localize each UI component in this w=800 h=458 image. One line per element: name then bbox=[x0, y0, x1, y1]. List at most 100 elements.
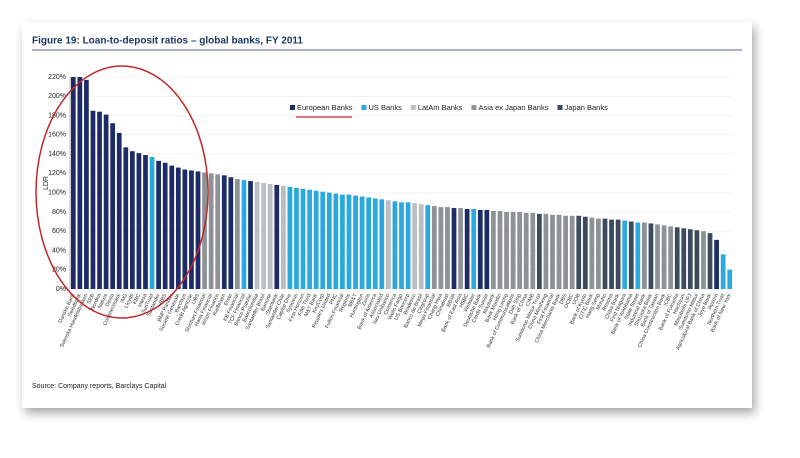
bar bbox=[392, 201, 398, 289]
bar bbox=[287, 186, 293, 289]
bar bbox=[123, 147, 129, 289]
bar bbox=[425, 205, 431, 289]
bar bbox=[701, 231, 706, 289]
y-tick-label: 20% bbox=[52, 267, 66, 274]
x-tick-label: Zions bbox=[361, 293, 372, 308]
bar bbox=[254, 182, 260, 289]
y-tick-label: 160% bbox=[48, 132, 66, 139]
bar bbox=[156, 160, 161, 289]
chart-title: Figure 19: Loan-to-deposit ratios – glob… bbox=[32, 36, 303, 47]
y-tick-label: 100% bbox=[48, 189, 66, 196]
x-tick-label: DBS bbox=[559, 292, 569, 305]
x-tick-label: CIMB bbox=[525, 292, 536, 307]
bar bbox=[77, 77, 83, 289]
legend-label: Japan Banks bbox=[564, 103, 608, 112]
legend-label: European Banks bbox=[297, 103, 353, 112]
y-tick-label: 80% bbox=[52, 209, 66, 216]
bar bbox=[346, 194, 352, 289]
bar bbox=[674, 227, 680, 289]
bar bbox=[622, 220, 628, 289]
bar bbox=[602, 218, 608, 289]
bar bbox=[90, 110, 96, 290]
bar bbox=[241, 180, 247, 289]
x-tick-label: UOB bbox=[572, 292, 582, 305]
x-tick-label: OCBC bbox=[563, 293, 575, 310]
bar bbox=[589, 217, 595, 289]
bar bbox=[129, 151, 135, 289]
bar bbox=[294, 187, 299, 289]
bar bbox=[136, 153, 142, 289]
bar bbox=[720, 254, 726, 289]
x-tick-label: BBVA bbox=[446, 292, 457, 307]
legend-swatch bbox=[557, 105, 563, 110]
bar bbox=[576, 215, 582, 289]
bar bbox=[405, 202, 411, 289]
bar bbox=[661, 225, 667, 289]
bar bbox=[510, 211, 516, 289]
bar bbox=[320, 191, 326, 289]
bar bbox=[372, 198, 378, 289]
legend-swatch bbox=[410, 105, 416, 110]
y-tick-label: 220% bbox=[48, 74, 66, 81]
bar bbox=[248, 181, 253, 289]
legend-swatch bbox=[361, 105, 367, 110]
bar bbox=[326, 192, 332, 289]
x-tick-label: ICBC bbox=[663, 293, 674, 307]
x-tick-label: HSBC bbox=[459, 293, 471, 309]
bar bbox=[70, 77, 76, 289]
bar bbox=[438, 207, 444, 289]
y-tick-label: 40% bbox=[52, 247, 66, 254]
bar bbox=[215, 174, 221, 289]
bar bbox=[523, 212, 529, 289]
x-tick-label: SEB bbox=[86, 292, 96, 305]
x-tick-label: KBC bbox=[132, 293, 142, 306]
bar bbox=[103, 114, 109, 289]
bar bbox=[714, 239, 719, 289]
bar bbox=[195, 171, 201, 289]
bar bbox=[694, 230, 700, 289]
plot: 0% 20% 40% 60% 80% 100% 120% 140% 160% 180% 200% 22… bbox=[48, 74, 733, 351]
y-tick-label: 0% bbox=[56, 286, 66, 293]
bar bbox=[727, 269, 733, 289]
legend-label: US Banks bbox=[368, 103, 402, 112]
bar bbox=[543, 213, 549, 289]
x-tick-label: UBS bbox=[191, 292, 201, 305]
source-note: Source: Company reports, Barclays Capita… bbox=[32, 383, 167, 390]
y-tick-label: 140% bbox=[48, 151, 66, 158]
bar bbox=[97, 111, 102, 289]
bar bbox=[261, 183, 267, 289]
bar bbox=[418, 204, 424, 289]
bar bbox=[550, 214, 555, 289]
bar bbox=[582, 216, 588, 289]
bar bbox=[431, 206, 437, 289]
legend-swatch bbox=[471, 105, 477, 110]
bar bbox=[169, 165, 175, 289]
bar bbox=[353, 195, 358, 289]
bar bbox=[655, 224, 660, 289]
bar bbox=[484, 209, 490, 289]
bar bbox=[366, 197, 372, 289]
bar bbox=[530, 212, 536, 289]
bar bbox=[628, 221, 634, 289]
bar bbox=[175, 167, 181, 289]
bar bbox=[412, 203, 417, 289]
bar bbox=[477, 209, 483, 289]
y-tick-label: 60% bbox=[52, 228, 66, 235]
bar bbox=[569, 215, 575, 289]
bar bbox=[379, 199, 385, 289]
bar bbox=[267, 183, 273, 289]
bar bbox=[681, 228, 687, 289]
y-axis-label: LDR bbox=[43, 176, 50, 190]
bar bbox=[707, 233, 713, 289]
bar bbox=[143, 155, 148, 289]
bar bbox=[504, 211, 509, 289]
x-tick-label: ING bbox=[119, 293, 128, 304]
y-tick-label: 180% bbox=[48, 112, 66, 119]
bar bbox=[307, 189, 312, 289]
bar bbox=[687, 229, 693, 289]
bar bbox=[609, 219, 614, 289]
bar bbox=[668, 226, 674, 289]
x-tick-label: Intesa bbox=[137, 293, 149, 309]
bar bbox=[471, 209, 477, 289]
